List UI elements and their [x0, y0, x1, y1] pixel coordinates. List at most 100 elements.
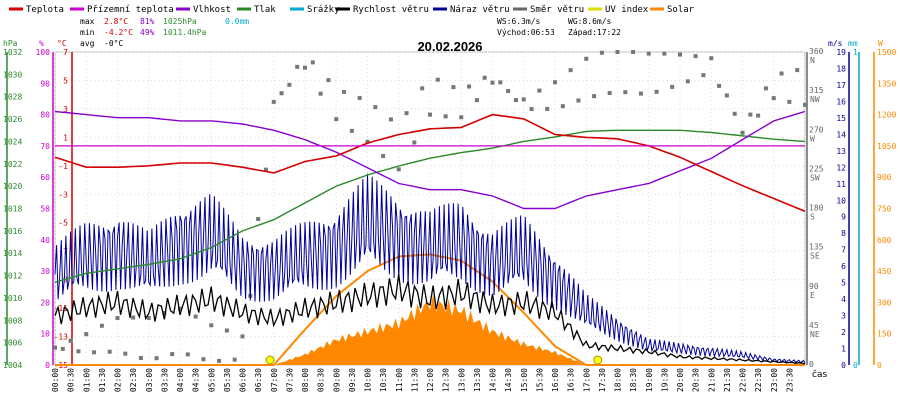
wind-direction-point: [560, 104, 565, 109]
wind-direction-point: [467, 84, 472, 89]
x-tick: 05:00: [207, 368, 216, 392]
x-tick: 18:00: [614, 368, 623, 392]
legend-label: Srážky: [307, 5, 340, 15]
legend-label: Rychlost větru: [353, 5, 429, 15]
x-tick: 10:00: [364, 368, 373, 392]
temp-tick: -3: [58, 190, 68, 199]
legend-item: Solar: [650, 5, 695, 15]
wind-direction-point: [513, 98, 518, 103]
wind-direction-point: [693, 54, 698, 59]
hpa-tick: 1026: [3, 115, 22, 124]
stat-value: WG:8.6m/s: [568, 17, 612, 26]
wind-direction-point: [779, 71, 784, 76]
dir-tick: 135: [809, 243, 824, 252]
x-tick: 10:30: [379, 368, 388, 392]
x-tick: 12:30: [442, 368, 451, 392]
wind-direction-point: [310, 60, 315, 65]
stat-value: Východ:06:53: [497, 28, 555, 37]
x-tick: 14:00: [489, 368, 498, 392]
x-tick: 12:00: [426, 368, 435, 392]
x-tick: 03:30: [160, 368, 169, 392]
x-tick: 15:00: [520, 368, 529, 392]
w-tick: 450: [877, 267, 892, 276]
mm-tick: 0: [853, 361, 858, 370]
ms-tick: 3: [841, 312, 846, 321]
x-tick: 03:00: [145, 368, 154, 392]
temp-unit: °C: [57, 39, 67, 48]
temperature-line: [54, 113, 806, 213]
wind-direction-point: [490, 80, 495, 85]
wind-direction-point: [592, 94, 597, 99]
wind-direction-point: [787, 99, 792, 104]
x-tick: 11:00: [395, 368, 404, 392]
dir-label: E: [810, 291, 815, 300]
hpa-tick: 1032: [3, 48, 22, 57]
x-tick: 07:00: [270, 368, 279, 392]
ms-tick: 6: [841, 262, 846, 271]
x-tick: 15:30: [535, 368, 544, 392]
wind-direction-point: [717, 83, 722, 88]
mm-tick: 1: [853, 48, 858, 57]
wind-direction-point: [701, 73, 706, 78]
dir-label: SE: [810, 252, 820, 261]
chart-legend: Teplota Přízemní teplota Vlhkost Tlak Srážky…: [9, 5, 695, 15]
wind-direction-point: [396, 167, 401, 172]
x-tick: 01:30: [98, 368, 107, 392]
wind-direction-point: [537, 88, 542, 93]
ms-tick: 1: [841, 345, 846, 354]
legend-item: Srážky: [290, 5, 340, 15]
wind-direction-point: [584, 56, 589, 61]
stat-value: Západ:17:22: [568, 28, 621, 37]
legend-item: Teplota: [9, 5, 64, 15]
wind-direction-point: [388, 117, 393, 122]
w-tick: 1200: [877, 111, 896, 120]
wind-direction-point: [76, 349, 81, 354]
stat-value: -4.2°C: [104, 28, 133, 37]
pct-tick: 80: [40, 111, 50, 120]
hpa-tick: 1010: [3, 294, 22, 303]
x-tick: 20:00: [676, 368, 685, 392]
x-tick: 13:00: [457, 368, 466, 392]
hpa-tick: 1012: [3, 272, 22, 281]
wind-direction-point: [451, 85, 456, 90]
legend-item: UV index: [588, 5, 649, 15]
wind-direction-point: [326, 78, 331, 83]
x-tick: 07:30: [285, 368, 294, 392]
hpa-tick: 1022: [3, 160, 22, 169]
w-tick: 1350: [877, 79, 896, 88]
legend-item: Směr větru: [513, 5, 584, 15]
wind-direction-point: [170, 352, 175, 357]
x-tick: 16:00: [551, 368, 560, 392]
wind-direction-point: [154, 356, 159, 361]
wind-direction-point: [506, 89, 511, 94]
wind-direction-point: [99, 323, 104, 328]
ms-tick: 5: [841, 279, 846, 288]
stat-value: avg: [80, 39, 95, 48]
hpa-tick: 1008: [3, 316, 22, 325]
x-tick: 04:00: [176, 368, 185, 392]
x-tick: 20:30: [692, 368, 701, 392]
pct-tick: 30: [40, 267, 50, 276]
legend-item: Přízemní teplota: [70, 5, 174, 15]
dir-tick: 270: [809, 125, 824, 134]
wind-direction-point: [115, 315, 120, 320]
wind-direction-point: [428, 112, 432, 117]
dir-label: W: [810, 134, 815, 143]
dir-label: N: [810, 56, 815, 65]
wind-direction-point: [740, 130, 745, 135]
x-tick: 19:30: [660, 368, 669, 392]
ms-tick: 16: [836, 97, 846, 106]
wind-gust-line: [54, 173, 806, 363]
wind-direction-point: [232, 357, 237, 362]
wind-direction-point: [287, 82, 292, 87]
hpa-tick: 1014: [3, 249, 22, 258]
legend-item: Náraz větru: [433, 5, 510, 15]
wind-direction-point: [68, 338, 73, 343]
stats-block: max 2.8°C 81% 1025hPa 0.0mm min -4.2°C 49% 1011.…: [80, 17, 621, 48]
pct-tick: 50: [40, 205, 50, 214]
wind-direction-point: [201, 357, 206, 362]
dir-tick: 90: [809, 282, 819, 291]
wind-direction-point: [599, 50, 604, 55]
x-tick: 08:30: [317, 368, 326, 392]
